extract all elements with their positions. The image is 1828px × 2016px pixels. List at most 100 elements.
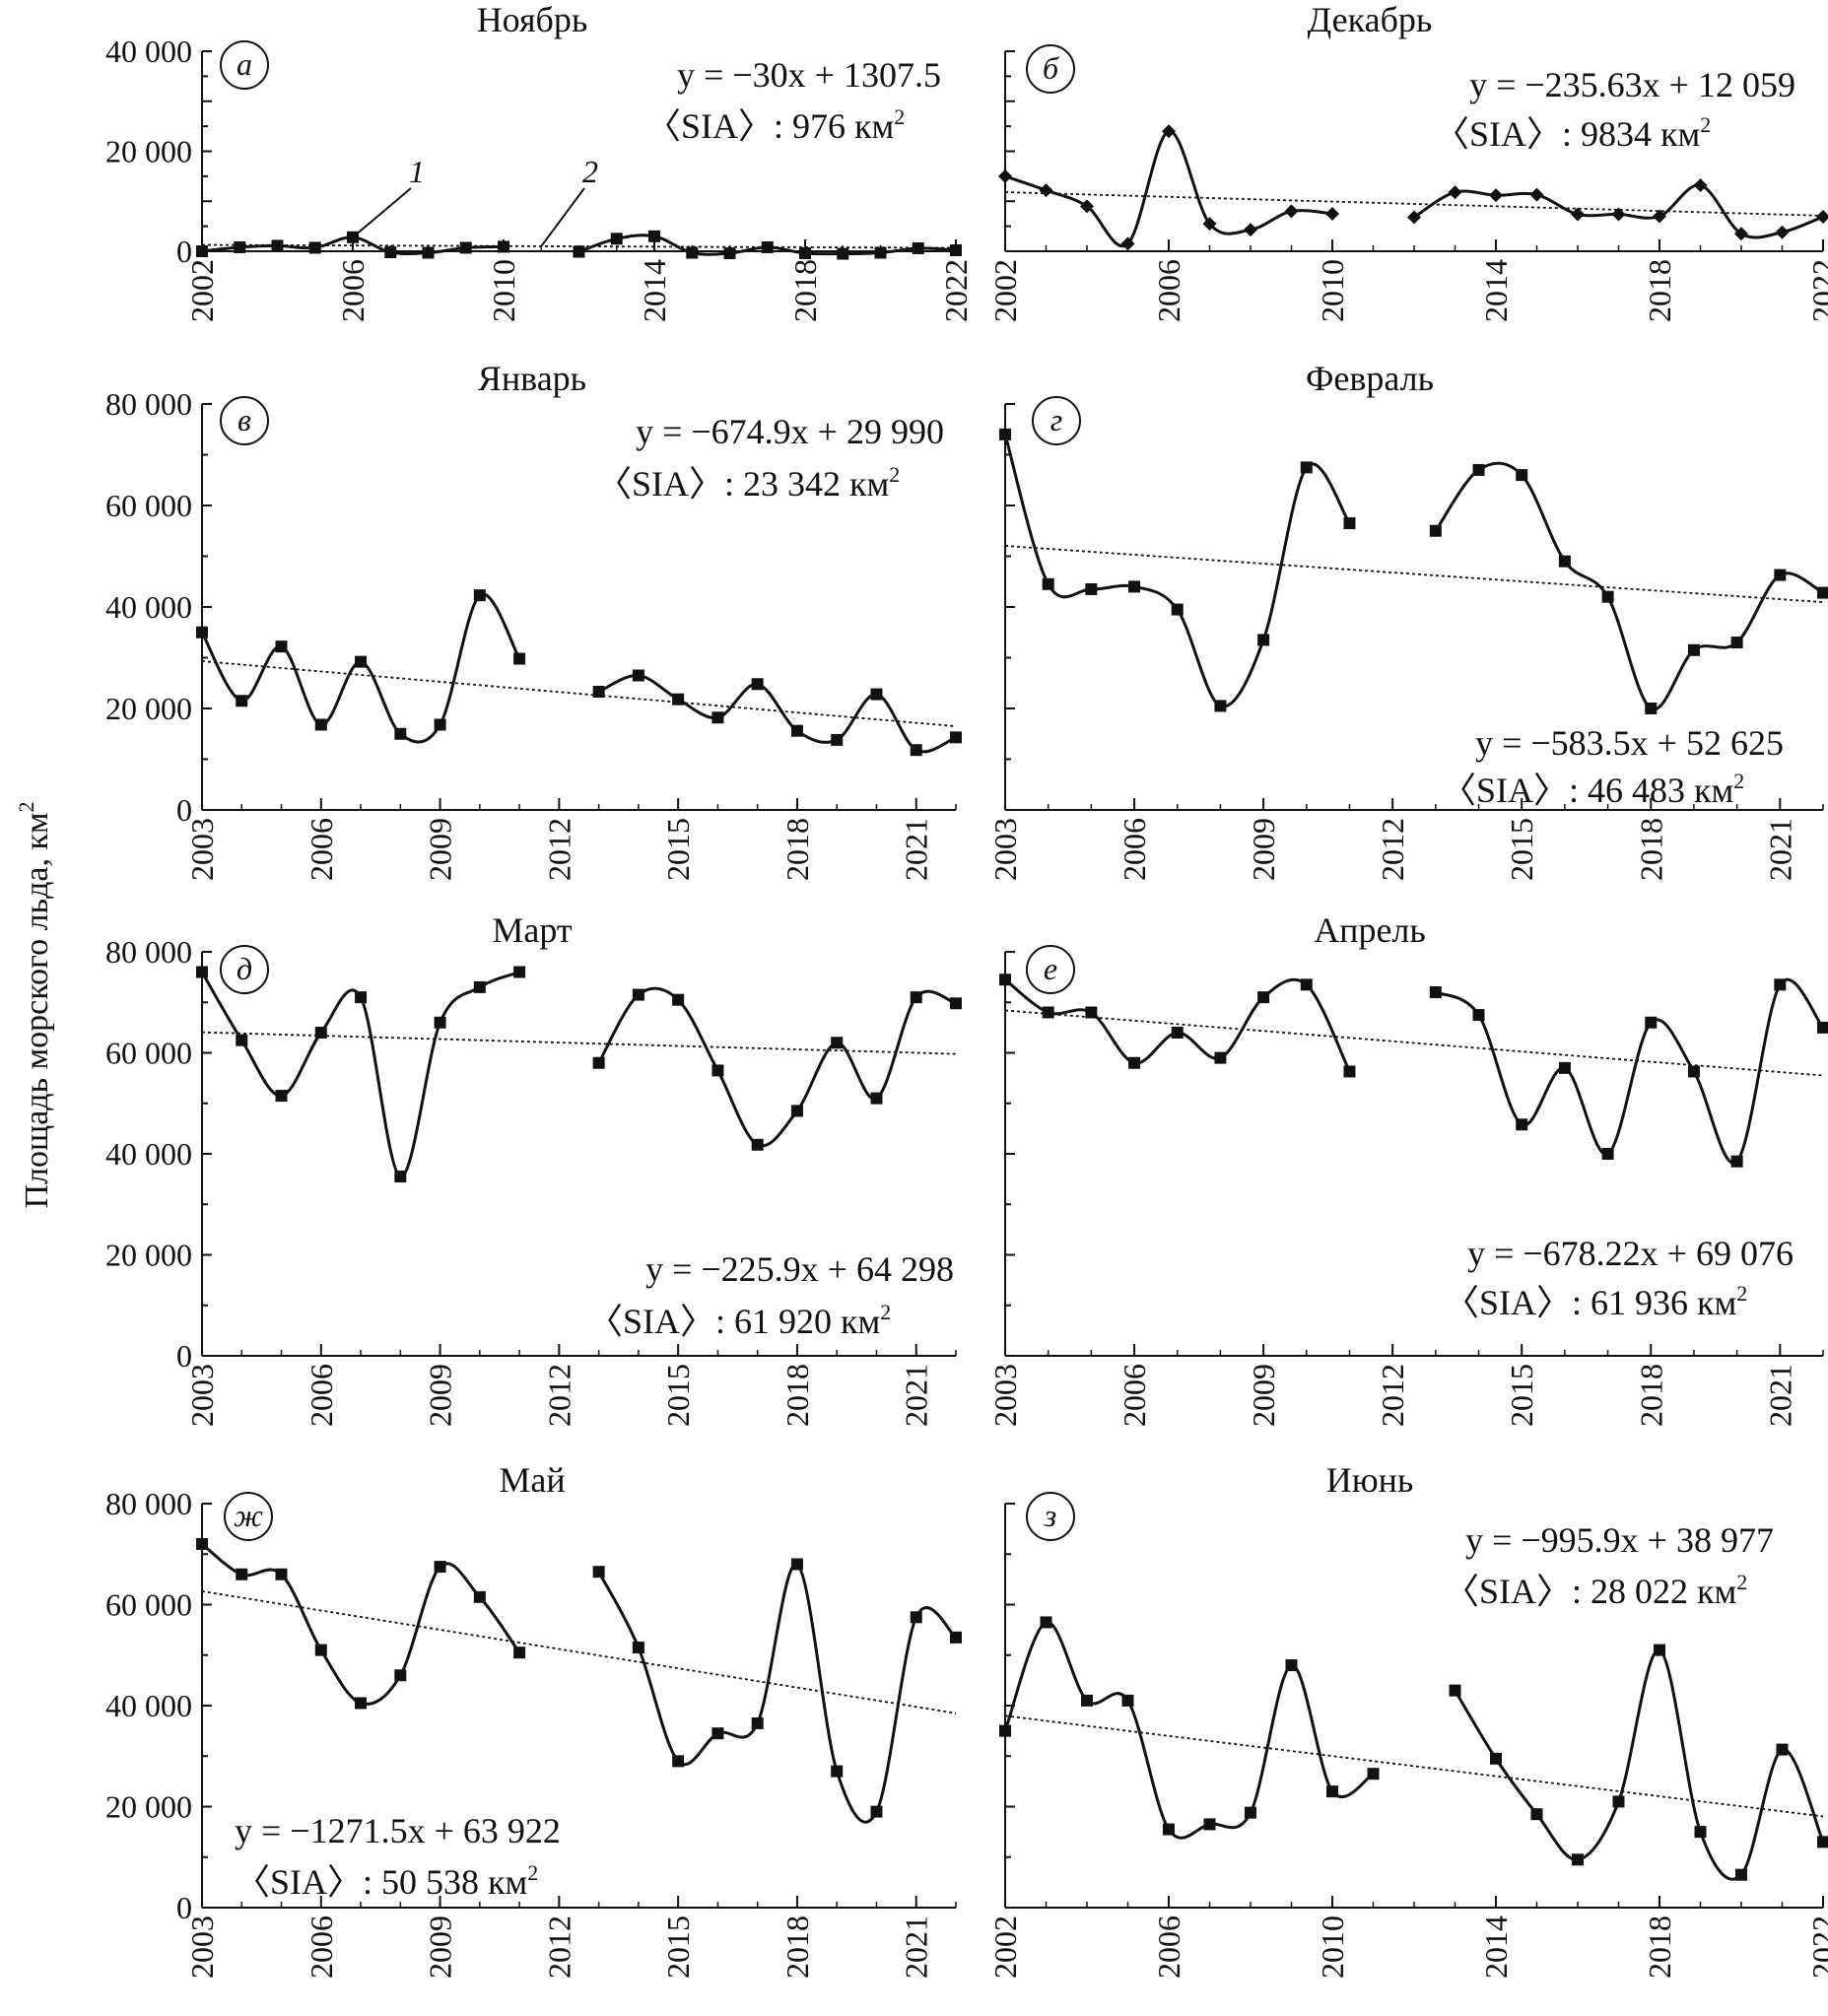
- data-point: [1449, 1684, 1461, 1697]
- mean-sia-text: 〈SIA〉: 9834 км: [1434, 114, 1700, 154]
- data-point: [999, 1724, 1011, 1737]
- x-tick-label: 2006: [1151, 259, 1186, 322]
- y-tick-label: 0: [176, 234, 192, 269]
- panel-label-circle: [220, 945, 269, 994]
- panel-title: Март: [492, 910, 573, 950]
- data-point: [394, 1171, 407, 1183]
- data-point: [1285, 1659, 1298, 1671]
- mean-sia: 〈SIA〉: 976 км2: [645, 104, 905, 146]
- data-point: [799, 247, 811, 260]
- data-point: [761, 240, 774, 253]
- data-point: [723, 247, 736, 260]
- trend-line: [201, 1590, 957, 1714]
- panel-title: Ноябрь: [477, 0, 588, 39]
- data-point: [1343, 517, 1356, 530]
- x-tick-label: 2009: [423, 818, 458, 881]
- x-tick-label: 2002: [987, 1915, 1023, 1979]
- data-point: [236, 1034, 248, 1046]
- data-point: [1489, 188, 1503, 203]
- mean-sia-text: 〈SIA〉: 23 342 км: [596, 464, 889, 504]
- data-point: [1040, 1616, 1052, 1629]
- data-point: [434, 1016, 446, 1029]
- data-point: [1128, 1056, 1141, 1069]
- data-point: [355, 655, 368, 668]
- trend-equation: y = −1271.5x + 63 922: [235, 1811, 561, 1850]
- data-point: [711, 1727, 724, 1740]
- x-tick-label: 2012: [1375, 818, 1410, 881]
- mean-sia: 〈SIA〉: 28 022 км2: [1444, 1570, 1747, 1611]
- x-tick-label: 2012: [541, 818, 576, 881]
- x-tick-label: 2015: [660, 1915, 696, 1979]
- x-tick-label: 2003: [184, 1364, 220, 1427]
- data-point: [1774, 978, 1787, 991]
- y-tick-label: 40 000: [105, 589, 192, 625]
- chart-panel-p1: 0 20 000 40 000 2002 2006 2010 2014 2018 2022 Ноя…: [105, 0, 974, 322]
- data-point: [1081, 1694, 1093, 1707]
- data-point: [1775, 225, 1790, 239]
- panel-title: Декабрь: [1308, 0, 1433, 39]
- data-point: [790, 724, 803, 737]
- trend-line: [201, 660, 957, 727]
- data-point: [355, 1697, 368, 1710]
- data-point: [910, 744, 922, 757]
- chart-panel-p4: 2003 2006 2009 2012 2015 2018 2021 Февраль г y = …: [987, 359, 1828, 881]
- data-point: [1171, 603, 1184, 616]
- series-line: [1004, 977, 1351, 1073]
- x-tick-label: 2006: [304, 818, 339, 881]
- data-point: [1653, 209, 1666, 224]
- data-point: [1516, 1118, 1528, 1131]
- data-point: [1490, 1752, 1502, 1765]
- data-point: [1572, 1853, 1584, 1866]
- data-point: [790, 1105, 803, 1117]
- data-point: [870, 1092, 883, 1105]
- data-point: [910, 1611, 922, 1624]
- chart-panel-p5: 0 20 000 40 000 60 000 80 000 2003 2006 2009 201…: [105, 910, 962, 1427]
- x-tick-label: 2018: [779, 818, 815, 881]
- x-tick-label: 2009: [423, 1364, 458, 1427]
- x-tick-label: 2021: [899, 1364, 934, 1427]
- data-point: [1429, 986, 1442, 998]
- series-line: [1003, 1620, 1375, 1840]
- data-point: [355, 991, 368, 1004]
- x-tick-label: 2012: [1375, 1364, 1410, 1427]
- data-point: [271, 239, 284, 252]
- mean-sia-sup: 2: [1736, 1570, 1747, 1594]
- y-tick-label: 40 000: [105, 34, 192, 69]
- panel-label: ж: [234, 1498, 263, 1533]
- y-tick-label: 80 000: [105, 386, 192, 422]
- data-point: [1085, 582, 1098, 595]
- data-point: [751, 1716, 764, 1729]
- data-point: [1730, 1155, 1743, 1168]
- trend-line: [201, 1031, 957, 1055]
- mean-sia: 〈SIA〉: 23 342 км2: [596, 462, 900, 504]
- data-point: [1042, 577, 1054, 590]
- chart-panel-p2: 2002 2006 2010 2014 2018 2022 Декабрь б y = −235…: [987, 0, 1828, 322]
- trend-line: [1004, 545, 1824, 603]
- data-point: [196, 966, 208, 978]
- data-point: [1693, 178, 1708, 193]
- data-point: [1694, 1826, 1707, 1839]
- data-point: [234, 240, 246, 253]
- data-point: [1367, 1768, 1380, 1781]
- panel-label: е: [1044, 951, 1057, 986]
- data-point: [1645, 1016, 1658, 1029]
- data-point: [1516, 469, 1528, 482]
- data-point: [196, 1538, 208, 1550]
- mean-sia: 〈SIA〉: 46 483 км2: [1441, 769, 1744, 810]
- data-point: [1257, 634, 1270, 646]
- mean-sia-sup: 2: [880, 1300, 891, 1324]
- trend-equation: y = −235.63x + 12 059: [1469, 65, 1795, 104]
- x-tick-label: 2018: [1633, 1364, 1668, 1427]
- x-tick-label: 2010: [1315, 1915, 1350, 1979]
- data-point: [459, 241, 472, 254]
- trend-equation: y = −674.9x + 29 990: [636, 412, 944, 451]
- data-point: [672, 693, 685, 706]
- data-point: [999, 974, 1011, 986]
- data-point: [1407, 210, 1421, 225]
- data-point: [394, 727, 407, 740]
- data-point: [912, 241, 924, 254]
- x-tick-label: 2006: [335, 259, 371, 322]
- data-point: [1343, 1065, 1356, 1078]
- x-tick-label: 2022: [938, 259, 974, 322]
- x-tick-label: 2014: [637, 259, 672, 322]
